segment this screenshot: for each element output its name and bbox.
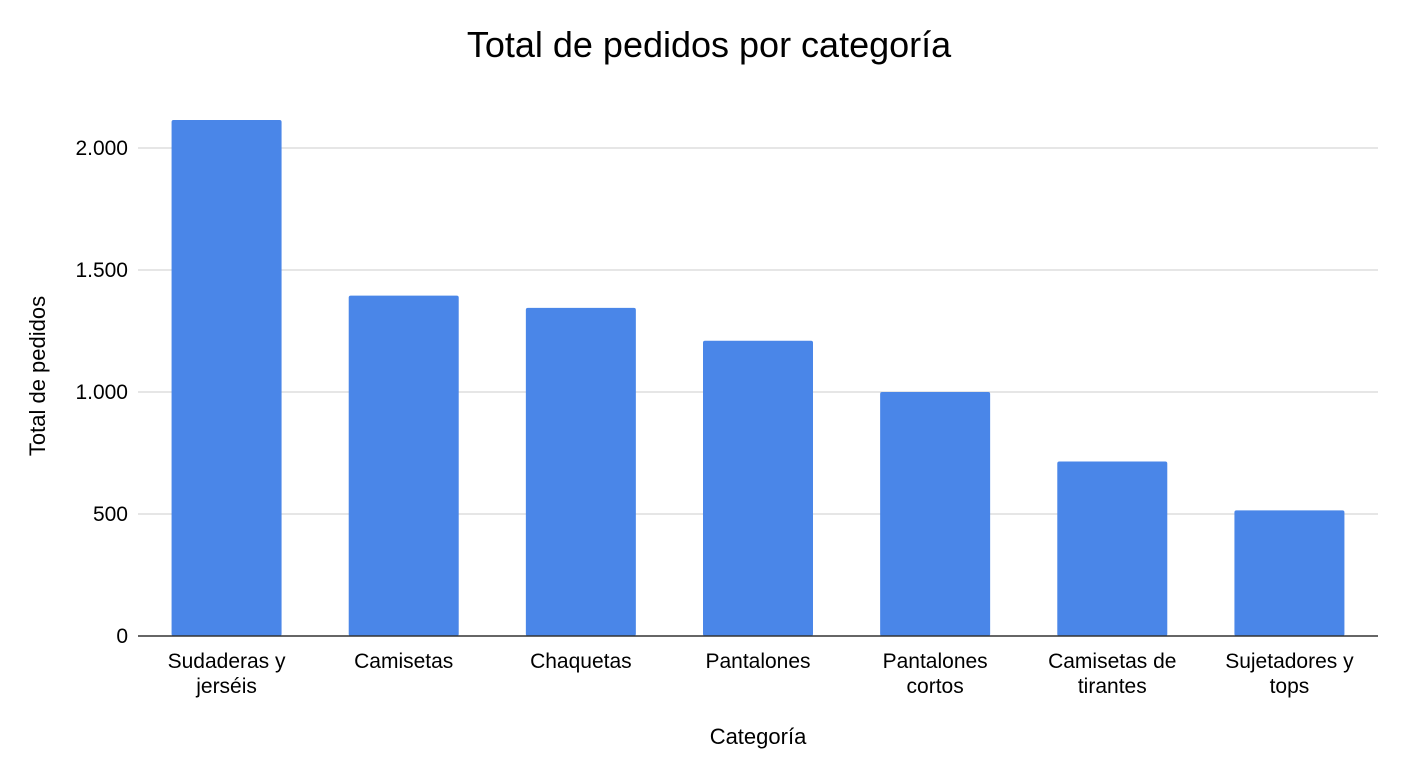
x-axis-title: Categoría (710, 724, 807, 749)
y-axis-ticks: 0 500 1.000 1.500 2.000 (75, 137, 128, 648)
x-tick-label-line: Sujetadores y (1225, 650, 1354, 673)
y-tick-label: 2.000 (75, 137, 128, 160)
y-tick-label: 1.500 (75, 259, 128, 282)
x-tick-label-line: jerséis (195, 675, 257, 698)
x-tick-label: Camisetas (354, 650, 453, 673)
x-tick-label: Sujetadores y tops (1225, 650, 1354, 698)
x-tick-label: Camisetas de tirantes (1048, 650, 1176, 698)
x-tick-label-line: tirantes (1078, 675, 1147, 698)
x-tick-label-line: tops (1270, 675, 1310, 698)
bar (348, 295, 459, 636)
x-tick-label-line: Chaquetas (530, 650, 632, 673)
y-tick-label: 500 (93, 503, 128, 526)
x-tick-label: Pantalones (705, 650, 810, 673)
x-axis-category-labels: Sudaderas y jerséis Camisetas Chaquetas Pant… (168, 650, 1355, 698)
bar (525, 307, 636, 636)
y-tick-label: 1.000 (75, 381, 128, 404)
x-tick-label: Pantalones cortos (883, 650, 988, 698)
x-tick-label-line: Pantalones (705, 650, 810, 673)
x-tick-label-line: Camisetas (354, 650, 453, 673)
bar (1057, 461, 1168, 636)
y-axis-title: Total de pedidos (25, 296, 50, 456)
bar (1234, 510, 1345, 636)
chart-title: Total de pedidos por categoría (467, 24, 952, 65)
x-tick-label-line: Sudaderas y (168, 650, 286, 673)
bar (171, 119, 282, 636)
x-tick-label-line: Pantalones (883, 650, 988, 673)
bar (703, 340, 813, 636)
x-tick-label: Sudaderas y jerséis (168, 650, 286, 698)
bar (880, 392, 991, 636)
y-tick-label: 0 (116, 625, 128, 648)
x-tick-label-line: cortos (907, 675, 964, 698)
x-tick-label: Chaquetas (530, 650, 632, 673)
bars (171, 119, 1345, 636)
x-tick-label-line: Camisetas de (1048, 650, 1176, 673)
